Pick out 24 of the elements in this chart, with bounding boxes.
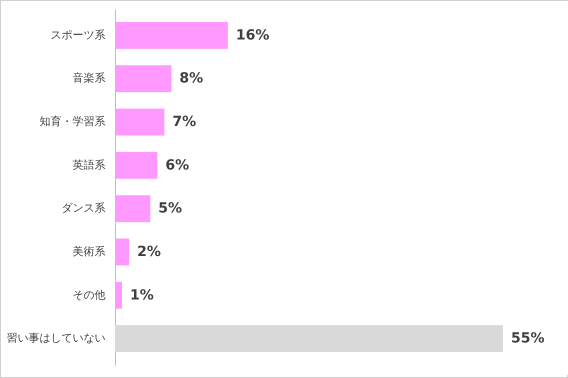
bar xyxy=(115,108,164,136)
y-tick-label: 音楽系 xyxy=(72,72,106,85)
data-label: 16% xyxy=(236,27,270,44)
bar xyxy=(115,238,130,266)
data-label: 1% xyxy=(130,287,154,304)
y-tick-label: 知育・学習系 xyxy=(40,115,106,128)
data-label: 55% xyxy=(511,330,545,347)
data-label: 7% xyxy=(172,114,196,130)
data-label: 5% xyxy=(158,200,182,217)
data-label: 2% xyxy=(137,244,161,260)
y-tick-label: スポーツ系 xyxy=(50,28,106,42)
y-tick-label: ダンス系 xyxy=(62,202,106,215)
y-tick-label: その他 xyxy=(72,288,106,302)
y-tick-label: 習い事はしていない xyxy=(6,332,106,345)
bar xyxy=(115,325,503,352)
bar xyxy=(115,22,228,49)
bar xyxy=(115,195,150,222)
y-tick-label: 英語系 xyxy=(72,158,106,172)
bar xyxy=(115,152,158,179)
bar xyxy=(115,65,172,92)
bar xyxy=(115,282,122,309)
data-label: 6% xyxy=(165,157,190,174)
y-tick-label: 美術系 xyxy=(72,244,106,258)
data-label: 8% xyxy=(179,70,204,87)
